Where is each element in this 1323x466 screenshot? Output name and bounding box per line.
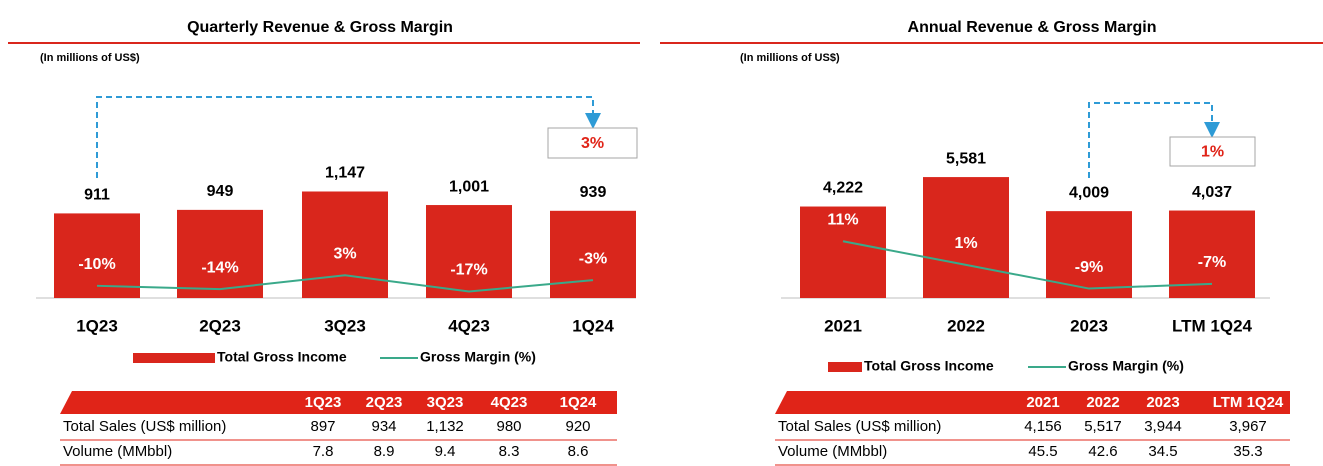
bar-label: 911 — [84, 187, 110, 204]
x-tick-label: 2Q23 — [199, 316, 241, 335]
table-header — [60, 391, 617, 414]
cell: 3,944 — [1144, 418, 1182, 435]
margin-label: 3% — [333, 245, 356, 262]
bar-label: 4,222 — [823, 180, 863, 197]
x-tick-label: 2023 — [1070, 316, 1108, 335]
bar — [1169, 210, 1255, 298]
x-tick-label: 3Q23 — [324, 316, 366, 335]
bar-label: 1,001 — [449, 178, 489, 195]
bar — [177, 209, 263, 298]
bar-label: 4,037 — [1192, 184, 1232, 201]
column-header: 2022 — [1086, 394, 1119, 411]
annotation: 3% — [581, 135, 604, 152]
margin-label: 1% — [954, 235, 977, 252]
margin-line — [96, 274, 594, 293]
x-tick-label: 1Q24 — [572, 316, 614, 335]
cell: 1,132 — [426, 418, 464, 435]
cell: 42.6 — [1088, 443, 1117, 460]
margin-label: 11% — [827, 211, 858, 228]
annotation: 1% — [1201, 144, 1224, 161]
margin-label: -14% — [201, 259, 238, 276]
legend-label: Total Gross Income — [864, 358, 994, 374]
title-rule — [660, 42, 1323, 44]
bar — [302, 191, 388, 298]
x-tick-label: 2022 — [947, 316, 985, 335]
bar-label: 4,009 — [1069, 184, 1109, 201]
header-slant — [60, 391, 72, 414]
cell: 45.5 — [1028, 443, 1057, 460]
chart-title: Annual Revenue & Gross Margin — [908, 19, 1157, 36]
margin-label: -3% — [579, 250, 607, 267]
bar — [54, 213, 140, 298]
column-header: 2Q23 — [366, 394, 403, 411]
legend-label: Gross Margin (%) — [420, 349, 536, 365]
row-label: Volume (MMbbl) — [63, 443, 172, 460]
cell: 920 — [565, 418, 590, 435]
bar-label: 949 — [207, 183, 234, 200]
chart-subtitle: (In millions of US$) — [740, 52, 840, 64]
bar — [1046, 211, 1132, 298]
legend-label: Total Gross Income — [217, 349, 347, 365]
column-header: 1Q24 — [560, 394, 597, 411]
column-header: 2021 — [1026, 394, 1059, 411]
cell: 934 — [371, 418, 396, 435]
cell: 3,967 — [1229, 418, 1267, 435]
cell: 897 — [310, 418, 335, 435]
row-label: Total Sales (US$ million) — [63, 418, 226, 435]
header-slant — [775, 391, 787, 414]
table-header — [775, 391, 1290, 414]
cell: 980 — [496, 418, 521, 435]
chart-subtitle: (In millions of US$) — [40, 52, 140, 64]
row-label: Total Sales (US$ million) — [778, 418, 941, 435]
legend-label: Gross Margin (%) — [1068, 358, 1184, 374]
cell: 8.6 — [568, 443, 589, 460]
cell: 4,156 — [1024, 418, 1062, 435]
column-header: 2023 — [1146, 394, 1179, 411]
column-header: 4Q23 — [491, 394, 528, 411]
margin-label: -17% — [450, 262, 487, 279]
annotation-arrow — [1088, 102, 1220, 178]
legend-swatch — [828, 362, 862, 372]
margin-label: -9% — [1075, 259, 1103, 276]
margin-label: -7% — [1198, 254, 1226, 271]
bar — [426, 205, 512, 298]
legend-swatch — [133, 353, 215, 363]
cell: 8.9 — [374, 443, 395, 460]
cell: 8.3 — [499, 443, 520, 460]
x-tick-label: 4Q23 — [448, 316, 490, 335]
bar-label: 5,581 — [946, 150, 986, 167]
column-header: LTM 1Q24 — [1213, 394, 1284, 411]
annotation-box — [547, 127, 638, 159]
margin-line — [842, 240, 1213, 290]
x-tick-label: 2021 — [824, 316, 862, 335]
bar-label: 939 — [580, 184, 607, 201]
cell: 34.5 — [1148, 443, 1177, 460]
chart-title: Quarterly Revenue & Gross Margin — [187, 19, 453, 36]
bar — [800, 206, 886, 298]
bar-label: 1,147 — [325, 165, 365, 182]
title-rule — [8, 42, 640, 44]
annotation-box — [1169, 136, 1256, 167]
cell: 5,517 — [1084, 418, 1122, 435]
margin-label: -10% — [78, 256, 115, 273]
x-tick-label: LTM 1Q24 — [1172, 316, 1253, 335]
bar — [923, 177, 1009, 298]
column-header: 3Q23 — [427, 394, 464, 411]
cell: 9.4 — [435, 443, 456, 460]
column-header: 1Q23 — [305, 394, 342, 411]
row-label: Volume (MMbbl) — [778, 443, 887, 460]
cell: 35.3 — [1233, 443, 1262, 460]
annotation-arrow — [96, 96, 601, 178]
x-tick-label: 1Q23 — [76, 316, 118, 335]
cell: 7.8 — [313, 443, 334, 460]
